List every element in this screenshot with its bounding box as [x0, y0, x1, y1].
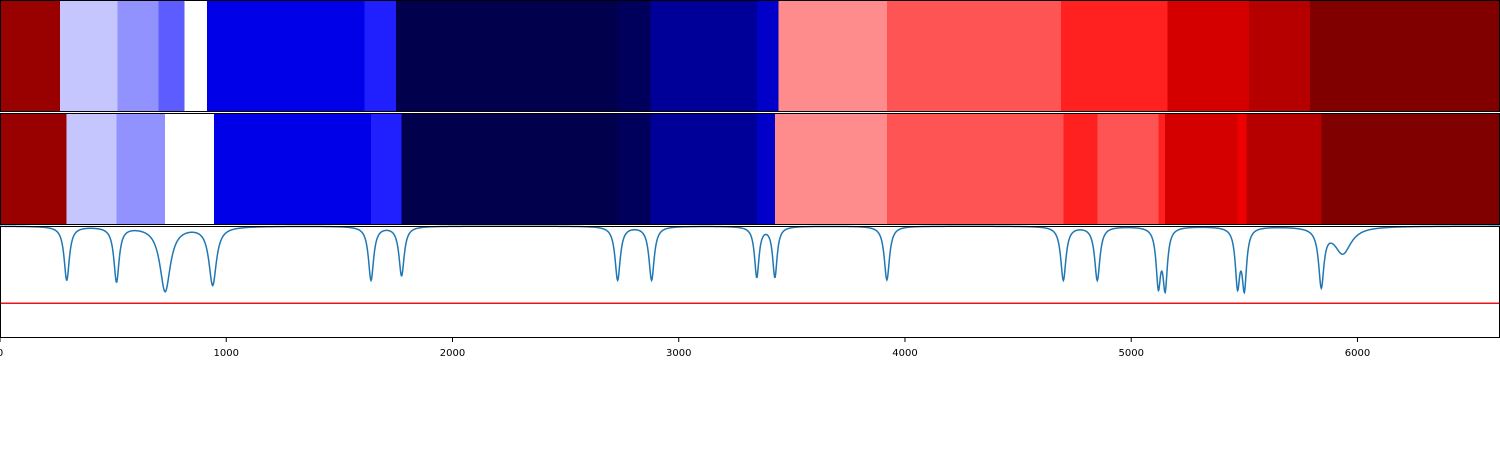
heatmap-cell — [116, 113, 166, 225]
heatmap-cell — [886, 0, 1062, 112]
heatmap-cell — [66, 113, 118, 225]
heatmap-panel-middle — [0, 113, 1500, 225]
heatmap-cell — [617, 113, 651, 225]
heatmap-cell — [617, 0, 651, 112]
heatmap-cell — [1321, 113, 1500, 225]
heatmap-cell — [1061, 0, 1168, 112]
heatmap-cell — [0, 0, 61, 112]
heatmap-cell — [756, 113, 776, 225]
heatmap-cell — [1167, 0, 1250, 112]
heatmap-cell — [165, 113, 215, 225]
heatmap-cell — [0, 113, 68, 225]
x-tick-label: 3000 — [666, 348, 691, 359]
plot-background — [0, 226, 1500, 338]
heatmap-cell — [778, 0, 888, 112]
heatmap-cell — [1309, 0, 1500, 112]
x-tick-label: 4000 — [892, 348, 917, 359]
x-tick-label: 6000 — [1345, 348, 1370, 359]
heatmap-cell — [1248, 0, 1311, 112]
x-tick-label: 5000 — [1118, 348, 1143, 359]
spectrum-line — [0, 225, 1500, 295]
heatmap-cell — [650, 0, 758, 112]
line-panel-bottom — [0, 225, 1500, 338]
heatmap-cell — [213, 113, 372, 225]
x-tick-label: 0 — [0, 348, 3, 359]
heatmap-cell — [401, 113, 619, 225]
heatmap-cell — [1246, 113, 1322, 225]
x-tick-label: 1000 — [214, 348, 239, 359]
heatmap-cell — [207, 0, 365, 112]
heatmap-cell — [1097, 113, 1159, 225]
x-axis: 0 1000 2000 3000 4000 5000 6000 — [0, 338, 1370, 359]
heatmap-cell — [117, 0, 159, 112]
heatmap-cell — [158, 0, 185, 112]
heatmap-cell — [184, 0, 208, 112]
heatmap-cell — [886, 113, 1064, 225]
heatmap-cell — [756, 0, 779, 112]
heatmap-cell — [364, 0, 397, 112]
heatmap-cell — [395, 0, 619, 112]
heatmap-cell — [650, 113, 758, 225]
x-tick-label: 2000 — [440, 348, 465, 359]
heatmap-cell — [59, 0, 119, 112]
heatmap-cell — [1237, 113, 1248, 225]
heatmap-cell — [774, 113, 888, 225]
heatmap-cell — [371, 113, 403, 225]
heatmap-panel-top — [0, 0, 1500, 112]
heatmap-cell — [1165, 113, 1239, 225]
heatmap-cell — [1063, 113, 1098, 225]
heatmap-cell — [1158, 113, 1166, 225]
